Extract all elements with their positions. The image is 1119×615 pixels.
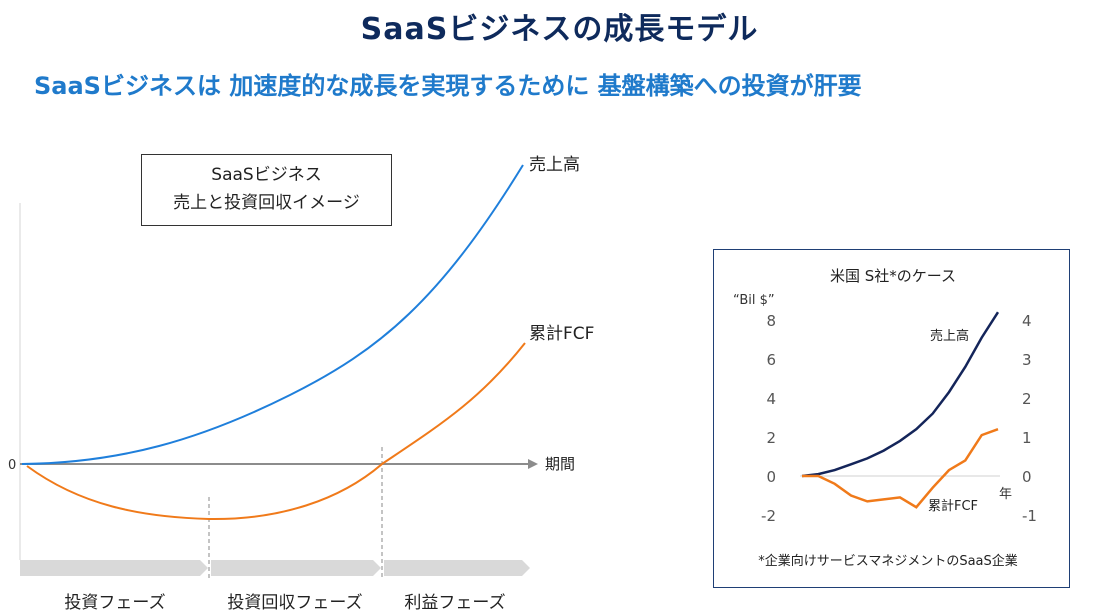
case-left-tick: 4	[766, 390, 776, 408]
case-fcf-label: 累計FCF	[928, 498, 978, 514]
concept-caption-line1: SaaSビジネス	[211, 165, 322, 185]
fcf-curve-label: 累計FCF	[529, 324, 594, 344]
case-study-panel	[713, 249, 1070, 588]
fcf-curve	[26, 342, 526, 521]
case-right-tick: 0	[1022, 468, 1032, 486]
concept-caption-line2: 売上と投資回収イメージ	[173, 193, 360, 213]
x-axis-arrowhead	[528, 459, 538, 469]
case-footnote: *企業向けサービスマネジメントのSaaS企業	[758, 553, 1018, 569]
case-left-axis-unit: “Bil $”	[733, 293, 775, 308]
case-left-tick: 0	[766, 468, 776, 486]
zero-label: 0	[8, 458, 16, 473]
phase-label-investment: 投資フェーズ	[64, 593, 165, 613]
phase-arrow-investment	[20, 560, 208, 576]
case-x-axis-label: 年	[999, 487, 1012, 502]
phase-arrow-profit	[384, 560, 530, 576]
case-revenue-line	[801, 311, 1000, 478]
case-chart-title: 米国 S社*のケース	[830, 267, 956, 285]
phase-label-profit: 利益フェーズ	[404, 593, 505, 613]
case-right-tick: 1	[1022, 429, 1032, 447]
x-axis-label: 期間	[545, 455, 575, 473]
case-left-tick: 6	[766, 351, 776, 369]
phase-label-recovery: 投資回収フェーズ	[227, 593, 362, 613]
page-title: SaaSビジネスの成長モデル	[360, 12, 759, 47]
case-left-tick: 2	[766, 429, 776, 447]
page-subtitle: SaaSビジネスは 加速度的な成長を実現するために 基盤構築への投資が肝要	[34, 72, 862, 100]
phase-arrow-recovery	[211, 560, 381, 576]
case-right-tick: 2	[1022, 390, 1032, 408]
case-right-tick: 4	[1022, 312, 1032, 330]
case-left-tick: -2	[761, 507, 776, 525]
case-right-tick: -1	[1022, 507, 1037, 525]
revenue-curve	[21, 164, 524, 465]
case-left-tick: 8	[766, 312, 776, 330]
case-revenue-label: 売上高	[930, 328, 969, 344]
case-right-tick: 3	[1022, 351, 1032, 369]
revenue-curve-label: 売上高	[529, 155, 580, 175]
concept-caption-box: SaaSビジネス 売上と投資回収イメージ	[141, 154, 392, 226]
case-fcf-line	[802, 428, 999, 509]
